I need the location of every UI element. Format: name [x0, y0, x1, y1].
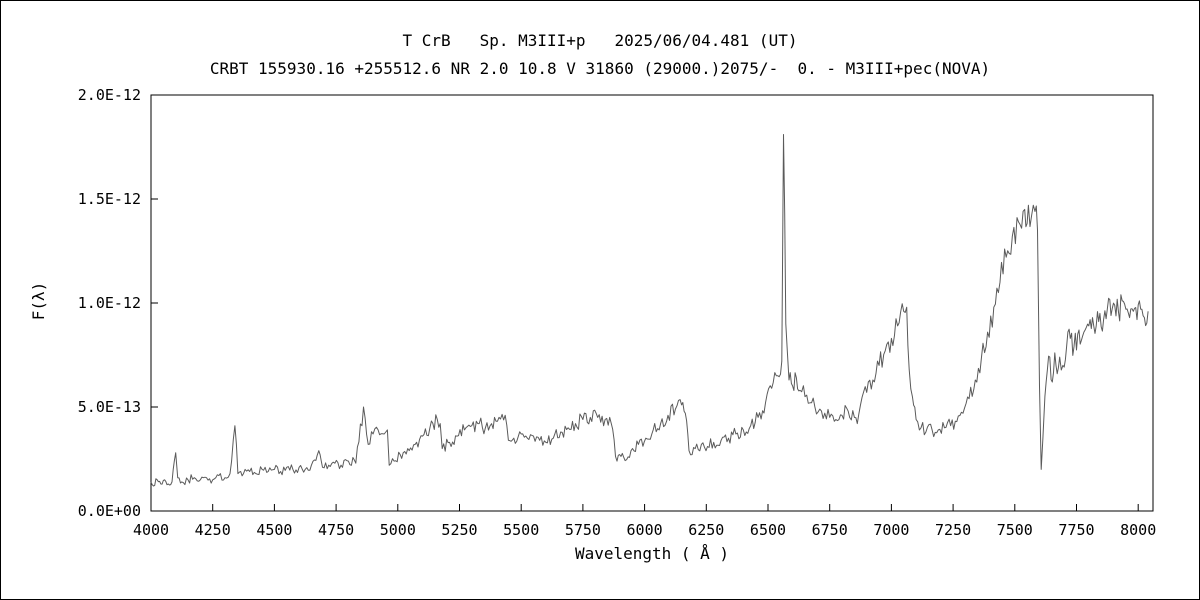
svg-text:4000: 4000 [133, 521, 169, 539]
chart-title: T CrB Sp. M3III+p 2025/06/04.481 (UT) [402, 31, 798, 50]
chart-subtitle: CRBT 155930.16 +255512.6 NR 2.0 10.8 V 3… [209, 59, 991, 78]
svg-text:2.0E-12: 2.0E-12 [78, 86, 141, 104]
svg-text:6250: 6250 [688, 521, 724, 539]
svg-text:5000: 5000 [380, 521, 416, 539]
svg-text:8000: 8000 [1120, 521, 1156, 539]
svg-text:0.0E+00: 0.0E+00 [78, 502, 141, 520]
x-axis-label: Wavelength ( Å ) [574, 544, 730, 563]
svg-text:4750: 4750 [318, 521, 354, 539]
svg-text:4500: 4500 [256, 521, 292, 539]
svg-text:1.0E-12: 1.0E-12 [78, 294, 141, 312]
svg-text:5500: 5500 [503, 521, 539, 539]
svg-text:6500: 6500 [750, 521, 786, 539]
svg-text:7500: 7500 [997, 521, 1033, 539]
svg-text:6750: 6750 [812, 521, 848, 539]
svg-text:1.5E-12: 1.5E-12 [78, 190, 141, 208]
svg-text:5.0E-13: 5.0E-13 [78, 398, 141, 416]
svg-text:6000: 6000 [627, 521, 663, 539]
svg-text:7750: 7750 [1058, 521, 1094, 539]
svg-text:7000: 7000 [873, 521, 909, 539]
svg-text:5750: 5750 [565, 521, 601, 539]
svg-text:7250: 7250 [935, 521, 971, 539]
svg-text:4250: 4250 [195, 521, 231, 539]
svg-text:5250: 5250 [441, 521, 477, 539]
